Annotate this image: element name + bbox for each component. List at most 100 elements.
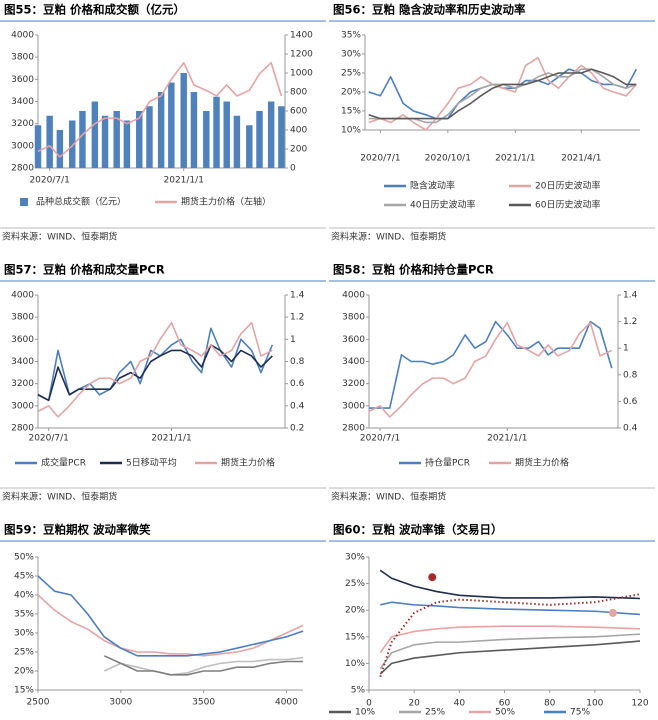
- bar: [69, 120, 76, 168]
- bar: [223, 101, 230, 168]
- y2-tick-label: 0.2: [290, 424, 304, 434]
- x-tick-label: 0: [366, 699, 372, 709]
- legend-label: 25%: [425, 708, 445, 718]
- y-tick-label: 2800: [11, 424, 34, 434]
- x-tick-label: 2500: [27, 698, 50, 708]
- series-line: [37, 61, 283, 158]
- series-line: [379, 633, 641, 670]
- y-tick-label: 15%: [14, 686, 34, 696]
- bar: [91, 101, 99, 168]
- source-note: 资料来源：WIND、恒泰期货: [331, 491, 446, 503]
- series-line: [368, 57, 637, 131]
- legend-label: 期货主力价格: [221, 457, 275, 469]
- y2-tick-label: 0.6: [623, 397, 638, 407]
- y-tick-label: 10%: [345, 659, 365, 669]
- bar: [168, 82, 175, 168]
- y2-tick-label: 0.4: [623, 424, 638, 434]
- y-tick-label: 3400: [11, 97, 34, 107]
- y2-tick-label: 1400: [290, 31, 313, 41]
- bar: [34, 125, 42, 168]
- series-line: [379, 593, 641, 678]
- y-tick-label: 15%: [341, 107, 361, 117]
- x-tick-label: 2021/4/1: [561, 154, 601, 164]
- bar: [113, 111, 120, 168]
- chart-panel: 图55：豆粕 价格和成交额（亿元） 2800 3000 3200 3400 3600 380…: [0, 3, 326, 243]
- legend-label: 期货主力价格: [515, 457, 569, 469]
- bar: [203, 111, 210, 168]
- x-tick-label: 120: [631, 699, 648, 709]
- bar: [278, 106, 285, 168]
- y2-tick-label: 1.4: [290, 291, 305, 301]
- x-tick-label: 3000: [109, 698, 132, 708]
- y2-tick-label: 1: [290, 335, 296, 345]
- y-tick-label: 30%: [14, 629, 34, 639]
- source-note: 资料来源：WIND、恒泰期货: [2, 491, 117, 503]
- y-tick-label: 3600: [342, 335, 365, 345]
- y-tick-label: 3000: [11, 401, 34, 411]
- bar: [123, 120, 131, 168]
- y-tick-label: 5%: [351, 686, 366, 696]
- x-tick-label: 3500: [192, 698, 215, 708]
- x-tick-label: 20: [408, 699, 420, 709]
- y2-tick-label: 600: [290, 107, 307, 117]
- series-line: [37, 575, 304, 657]
- y2-tick-label: 200: [290, 145, 307, 155]
- chart-title: 图58：豆粕 价格和持仓量PCR: [333, 263, 494, 277]
- y-tick-label: 25%: [14, 648, 34, 658]
- series-line: [37, 594, 304, 657]
- point: [608, 608, 617, 617]
- chart-title: 图60：豆粕 波动率锥（交易日）: [333, 523, 503, 537]
- chart-panel: 图58：豆粕 价格和持仓量PCR 2800 3000 3200 3400 3600 3800…: [329, 263, 655, 503]
- x-tick-label: 40: [454, 699, 466, 709]
- x-tick-label: 2020/7/1: [28, 434, 68, 444]
- y-tick-label: 10%: [341, 126, 361, 136]
- legend-label: 成交量PCR: [41, 457, 86, 469]
- y-tick-label: 3200: [342, 379, 365, 389]
- y-tick-label: 3000: [342, 401, 365, 411]
- y-tick-label: 4000: [11, 291, 34, 301]
- x-tick-label: 2020/7/1: [360, 154, 400, 164]
- y-tick-label: 45%: [14, 572, 34, 582]
- y-tick-label: 4000: [342, 291, 365, 301]
- chart-title: 图59：豆粕期权 波动率微笑: [4, 523, 151, 537]
- legend-label: 10%: [355, 708, 375, 718]
- chart-panel: 图59：豆粕期权 波动率微笑 15% 20% 25% 30% 35% 40% 45% 50% 25…: [0, 523, 326, 708]
- x-tick-label: 2020/10/1: [425, 154, 471, 164]
- y-tick-label: 25%: [345, 579, 365, 589]
- series-line: [103, 656, 304, 676]
- point: [428, 573, 437, 582]
- y2-tick-label: 0.6: [290, 379, 305, 389]
- y-tick-label: 20%: [14, 667, 34, 677]
- y-tick-label: 3400: [11, 357, 34, 367]
- source-note: 资料来源：WIND、恒泰期货: [2, 231, 117, 243]
- y-tick-label: 30%: [341, 50, 361, 60]
- legend-label: 5日移动平均: [126, 457, 177, 469]
- bar: [246, 125, 253, 168]
- legend-label: 隐含波动率: [410, 180, 455, 192]
- y-tick-label: 3400: [342, 357, 365, 367]
- series-line: [379, 625, 641, 654]
- y2-tick-label: 400: [290, 126, 307, 136]
- chart-title: 图56：豆粕 隐含波动率和历史波动率: [333, 3, 526, 17]
- y2-tick-label: 1.4: [623, 291, 638, 301]
- legend-label: 40日历史波动率: [410, 199, 475, 211]
- bar: [180, 73, 187, 168]
- legend-label: 期货主力价格（左轴）: [181, 196, 271, 208]
- y-tick-label: 3200: [11, 119, 34, 129]
- y2-tick-label: 0: [290, 164, 296, 174]
- source-note: 资料来源：WIND、恒泰期货: [331, 231, 446, 243]
- series-line: [368, 321, 613, 418]
- y-tick-label: 20%: [341, 88, 361, 98]
- bar: [136, 111, 143, 168]
- x-tick-label: 4000: [275, 698, 298, 708]
- bar: [233, 115, 241, 168]
- series-line: [379, 640, 641, 675]
- x-tick-label: 2021/1/1: [151, 434, 191, 444]
- x-tick-label: 60: [499, 699, 511, 709]
- chart-panel: 图56：豆粕 隐含波动率和历史波动率 10% 15% 20% 25% 30% 35% 2020…: [329, 3, 655, 243]
- y-tick-label: 35%: [14, 610, 34, 620]
- bar: [267, 101, 275, 168]
- y2-tick-label: 0.8: [623, 370, 638, 380]
- y-tick-label: 3600: [11, 75, 34, 85]
